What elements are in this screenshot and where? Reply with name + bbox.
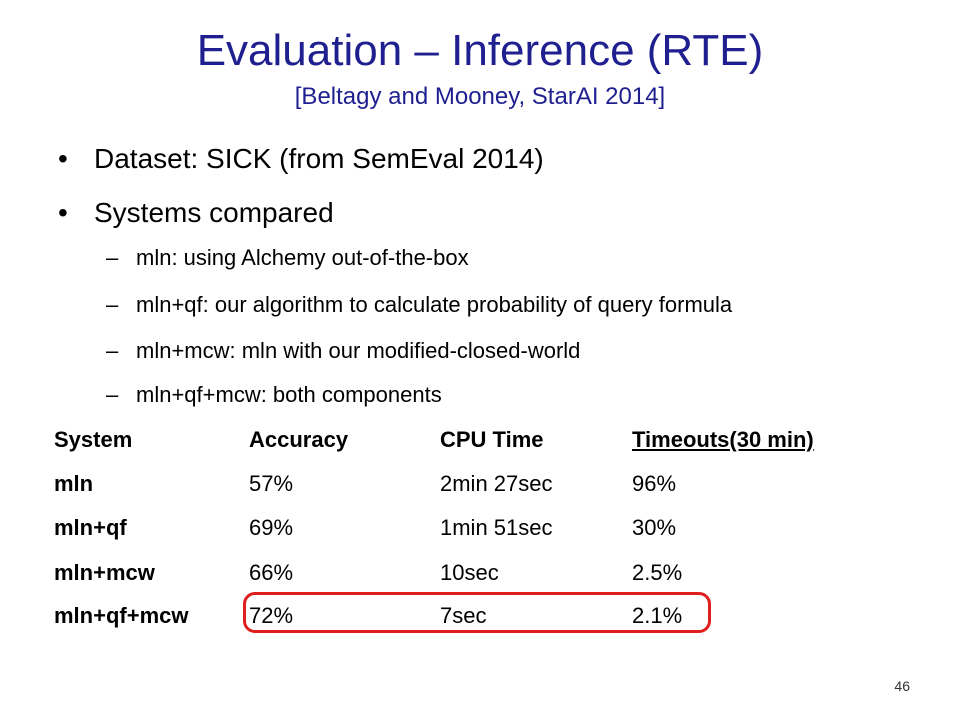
cell-accuracy: 57% [249,471,294,496]
cell-timeouts: 2.1% [632,603,683,628]
cell-timeouts: 30% [632,515,677,540]
dash-marker: – [106,382,119,407]
cell-system: mln [54,471,94,496]
subitem-text: mln+mcw: mln with our modified-closed-wo… [136,338,581,363]
slide-subtitle: [Beltagy and Mooney, StarAI 2014] [294,83,666,110]
subitem-mln-mcw: – mln+mcw: mln with our modified-closed-w… [106,337,580,365]
cell-accuracy: 66% [249,560,294,585]
cell-timeouts: 2.5% [632,560,683,585]
subitem-mln-qf-mcw: – mln+qf+mcw: both components [106,381,442,409]
cell-system: mln+mcw [54,560,155,585]
subitem-mln-qf: – mln+qf: our algorithm to calculate prob… [106,291,732,319]
cell-system: mln+qf [54,515,127,540]
cell-cpu-time: 7sec [440,603,487,628]
bullet-systems: • Systems compared [58,196,334,230]
cell-system: mln+qf+mcw [54,603,189,628]
table-row: mln+mcw 66% 10sec 2.5% [54,558,914,588]
page-number: 46 [894,678,910,694]
dash-marker: – [106,292,119,317]
bullet-text: Dataset: SICK (from SemEval 2014) [94,143,544,174]
bullet-marker: • [58,143,68,174]
cell-accuracy: 72% [249,603,294,628]
slide-title: Evaluation – Inference (RTE) [196,26,764,75]
subitem-text: mln: using Alchemy out-of-the-box [136,245,469,270]
bullet-text: Systems compared [94,197,334,228]
subitem-text: mln+qf: our algorithm to calculate proba… [136,292,733,317]
table-row: mln 57% 2min 27sec 96% [54,469,914,499]
subitem-text: mln+qf+mcw: both components [136,382,442,407]
dash-marker: – [106,338,119,363]
header-system: System [54,427,133,452]
cell-cpu-time: 10sec [440,560,499,585]
cell-cpu-time: 1min 51sec [440,515,553,540]
bullet-dataset: • Dataset: SICK (from SemEval 2014) [58,142,544,176]
table-header-row: System Accuracy CPU Time Timeouts(30 min… [54,425,914,455]
dash-marker: – [106,245,119,270]
bullet-marker: • [58,197,68,228]
subitem-mln: – mln: using Alchemy out-of-the-box [106,244,469,272]
cell-accuracy: 69% [249,515,294,540]
cell-cpu-time: 2min 27sec [440,471,553,496]
header-accuracy: Accuracy [249,427,349,452]
header-timeouts: Timeouts(30 min) [632,427,814,452]
header-cpu-time: CPU Time [440,427,544,452]
best-result-highlight [243,592,711,633]
cell-timeouts: 96% [632,471,677,496]
table-row: mln+qf+mcw 72% 7sec 2.1% [54,601,914,631]
table-row: mln+qf 69% 1min 51sec 30% [54,513,914,543]
